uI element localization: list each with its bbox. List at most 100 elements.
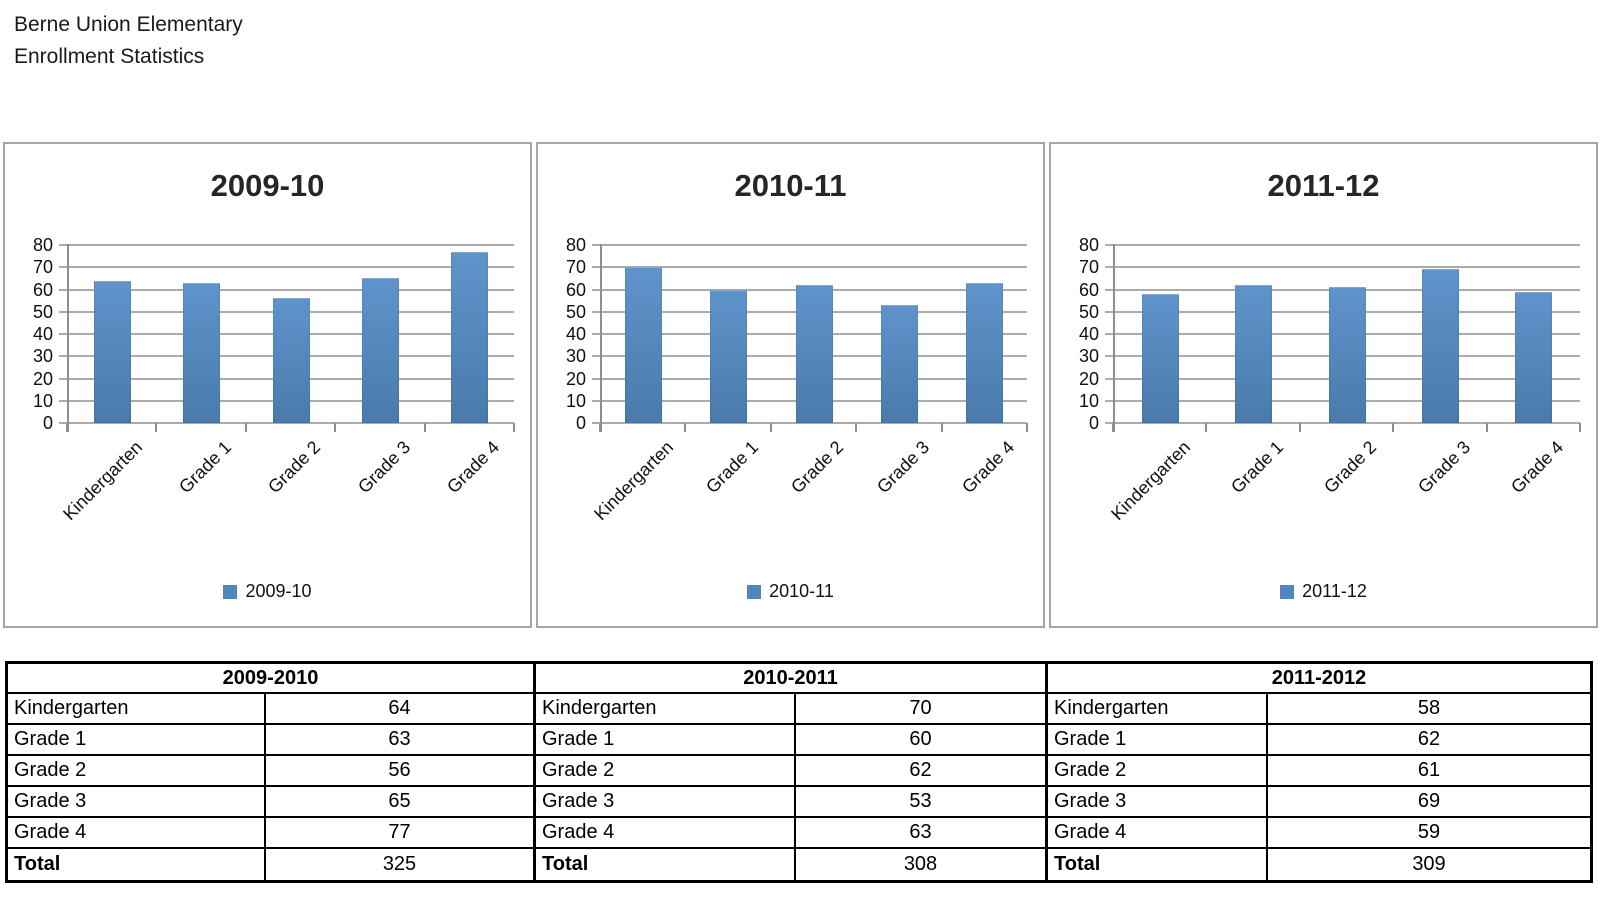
bar-grade-3 bbox=[361, 278, 399, 423]
table-total-value: 308 bbox=[796, 849, 1048, 880]
table-cell-value: 58 bbox=[1268, 694, 1590, 725]
bar-grade-1 bbox=[710, 289, 748, 423]
bar-grade-1 bbox=[183, 282, 221, 423]
x-axis-tick bbox=[940, 423, 943, 432]
x-axis-tick bbox=[1205, 423, 1208, 432]
charts-row: 2009-10 0 10 20 30 40 50 60 70 80 Kindergarten Grad… bbox=[3, 142, 1598, 628]
y-axis-label: 20 bbox=[1078, 368, 1099, 389]
y-axis-label: 10 bbox=[1078, 390, 1099, 411]
legend-swatch-icon bbox=[747, 584, 762, 599]
table-cell-label: Grade 4 bbox=[8, 818, 266, 849]
x-axis-tick bbox=[1485, 423, 1488, 432]
y-axis-label: 0 bbox=[42, 413, 53, 433]
chart-plot-2010-11: 0 10 20 30 40 50 60 70 80 Kindergarten Grade 1 Grad… bbox=[566, 236, 1028, 524]
y-axis-label: 60 bbox=[1078, 279, 1099, 300]
x-axis-label-grade-3: Grade 3 bbox=[1413, 437, 1475, 498]
x-axis-label-grade-4: Grade 4 bbox=[443, 437, 504, 498]
x-axis-tick bbox=[155, 423, 158, 432]
bar-grade-2 bbox=[795, 285, 833, 423]
bar-grade-2 bbox=[1328, 287, 1366, 423]
y-axis-label: 80 bbox=[565, 235, 586, 255]
gridline-80 bbox=[59, 244, 514, 246]
chart-plot-2011-12: 0 10 20 30 40 50 60 70 80 Kindergarten Grade 1 Grad… bbox=[1079, 236, 1581, 524]
gridline-80 bbox=[1105, 244, 1580, 246]
y-axis-line bbox=[600, 244, 602, 432]
document-title-line-1: Berne Union Elementary bbox=[14, 13, 243, 36]
x-axis-label-kindergarten: Kindergarten bbox=[589, 437, 677, 525]
table-cell-label: Grade 4 bbox=[536, 818, 796, 849]
bar-grade-2 bbox=[272, 298, 310, 423]
x-axis-tick bbox=[513, 423, 515, 432]
table-cell-label: Kindergarten bbox=[8, 694, 266, 725]
y-axis-label: 40 bbox=[565, 324, 586, 344]
chart-title-2010-11: 2010-11 bbox=[734, 168, 847, 203]
chart-legend-2009-10: 2009-10 bbox=[5, 581, 530, 602]
gridline-0 bbox=[592, 422, 1027, 424]
table-cell-value: 59 bbox=[1268, 818, 1590, 849]
x-axis-label-grade-2: Grade 2 bbox=[264, 437, 325, 498]
bar-kindergarten bbox=[624, 267, 662, 423]
table-cell-value: 62 bbox=[796, 756, 1048, 787]
gridline-70 bbox=[592, 266, 1027, 269]
y-axis-label: 70 bbox=[32, 257, 53, 278]
y-axis-label: 10 bbox=[565, 390, 586, 411]
x-axis-label-grade-2: Grade 2 bbox=[1320, 437, 1381, 498]
x-axis-tick bbox=[769, 423, 772, 432]
table-header-2011-2012: 2011-2012 bbox=[1048, 664, 1590, 694]
y-axis-label: 80 bbox=[32, 235, 53, 255]
y-axis-label: 20 bbox=[565, 368, 586, 389]
bar-grade-4 bbox=[451, 251, 489, 423]
table-header-2010-2011: 2010-2011 bbox=[536, 664, 1048, 694]
table-cell-value: 63 bbox=[266, 725, 536, 756]
y-axis-line bbox=[1113, 244, 1115, 432]
table-total-label: Total bbox=[536, 849, 796, 880]
x-axis-tick bbox=[423, 423, 426, 432]
table-cell-value: 64 bbox=[266, 694, 536, 725]
x-axis-label-grade-2: Grade 2 bbox=[787, 437, 848, 498]
gridline-70 bbox=[59, 266, 514, 269]
gridline-70 bbox=[1105, 266, 1580, 269]
gridline-0 bbox=[59, 422, 514, 424]
y-axis-label: 40 bbox=[32, 324, 53, 344]
table-cell-value: 69 bbox=[1268, 787, 1590, 818]
table-cell-label: Grade 1 bbox=[8, 725, 266, 756]
y-axis-label: 50 bbox=[565, 301, 586, 322]
gridline-60 bbox=[59, 288, 514, 291]
document-title: Berne Union Elementary Enrollment Statis… bbox=[14, 9, 243, 73]
chart-panel-2009-10: 2009-10 0 10 20 30 40 50 60 70 80 Kindergarten Grad… bbox=[3, 142, 532, 628]
chart-panel-2010-11: 2010-11 0 10 20 30 40 50 60 70 80 Kindergarten Grad… bbox=[536, 142, 1045, 628]
bar-kindergarten bbox=[93, 280, 131, 423]
y-axis-label: 80 bbox=[1078, 235, 1099, 255]
table-header-2009-2010: 2009-2010 bbox=[8, 664, 536, 694]
y-axis-label: 30 bbox=[565, 346, 586, 367]
x-axis-tick bbox=[244, 423, 247, 432]
table-cell-label: Grade 3 bbox=[8, 787, 266, 818]
y-axis-label: 30 bbox=[1078, 346, 1099, 367]
x-axis-tick bbox=[684, 423, 687, 432]
table-total-label: Total bbox=[1048, 849, 1268, 880]
y-axis-label: 70 bbox=[565, 257, 586, 278]
x-axis-label-grade-3: Grade 3 bbox=[872, 437, 934, 498]
y-axis-label: 0 bbox=[575, 413, 586, 433]
gridline-80 bbox=[592, 244, 1027, 246]
y-axis-label: 0 bbox=[1088, 413, 1099, 433]
bar-grade-1 bbox=[1235, 285, 1273, 423]
x-axis-tick bbox=[1579, 423, 1581, 432]
x-axis-tick bbox=[855, 423, 858, 432]
y-axis-label: 60 bbox=[565, 279, 586, 300]
x-axis-tick bbox=[1392, 423, 1395, 432]
legend-swatch-icon bbox=[1280, 584, 1295, 599]
table-cell-value: 61 bbox=[1268, 756, 1590, 787]
x-axis-label-grade-1: Grade 1 bbox=[175, 437, 236, 498]
x-axis-label-grade-4: Grade 4 bbox=[958, 437, 1019, 498]
table-cell-label: Grade 1 bbox=[536, 725, 796, 756]
legend-label: 2011-12 bbox=[1302, 581, 1367, 601]
y-axis-label: 20 bbox=[32, 368, 53, 389]
chart-legend-2011-12: 2011-12 bbox=[1051, 581, 1596, 602]
table-cell-label: Grade 2 bbox=[1048, 756, 1268, 787]
enrollment-table: 2009-2010 2010-2011 2011-2012 Kindergarten 6… bbox=[5, 661, 1593, 883]
chart-title-2011-12: 2011-12 bbox=[1267, 168, 1380, 203]
table-cell-value: 53 bbox=[796, 787, 1048, 818]
y-axis-label: 70 bbox=[1078, 257, 1099, 278]
table-cell-label: Kindergarten bbox=[536, 694, 796, 725]
